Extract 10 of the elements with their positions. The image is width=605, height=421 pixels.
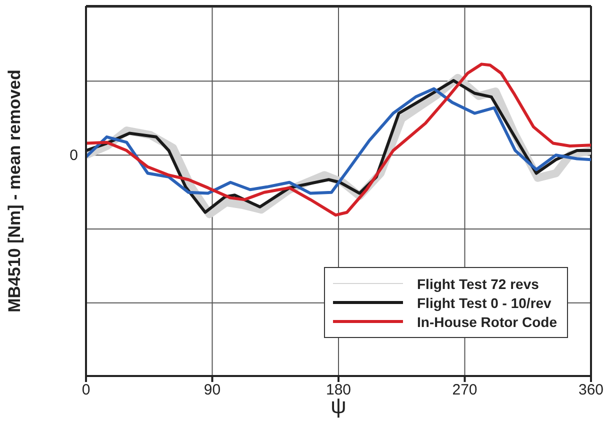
x-tick-label: 0 bbox=[82, 382, 90, 399]
legend-label: In-House Rotor Code bbox=[417, 314, 557, 330]
x-tick-label: 180 bbox=[326, 382, 352, 399]
legend-label: Flight Test 72 revs bbox=[417, 276, 539, 292]
legend-label: Flight Test 0 - 10/rev bbox=[417, 294, 552, 310]
x-tick-label: 270 bbox=[452, 382, 478, 399]
y-axis-title: MB4510 [Nm] - mean removed bbox=[5, 70, 24, 312]
x-tick-label: 90 bbox=[204, 382, 221, 399]
x-tick-label: 360 bbox=[578, 382, 604, 399]
text: 0 bbox=[70, 147, 78, 164]
